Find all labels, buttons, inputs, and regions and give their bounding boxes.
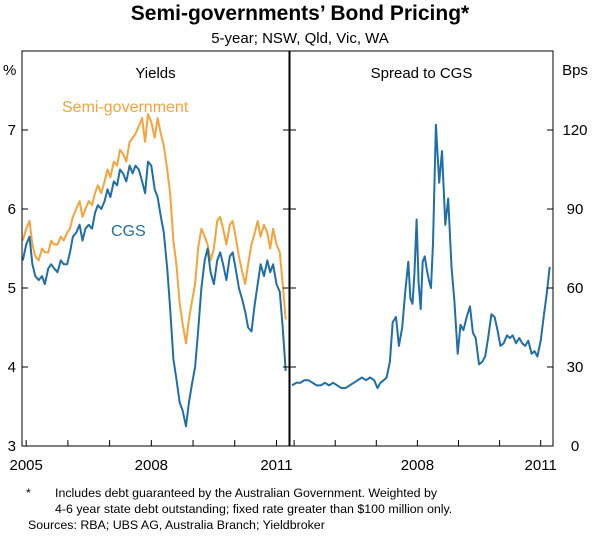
panel-title-1: Spread to CGS: [371, 65, 473, 82]
series-line-spread: [291, 123, 551, 390]
y-tick-label-left: 7: [8, 122, 16, 139]
y-tick-label-right: 120: [562, 122, 587, 139]
y-tick-label-left: 4: [8, 359, 16, 376]
legend-cgs: CGS: [111, 223, 146, 240]
x-tick-label: 2005: [9, 457, 42, 474]
sources-line: Sources: RBA; UBS AG, Australia Branch; …: [28, 518, 325, 532]
axis-labels: Yields% 3 4 5 6 7 2005 2008 2011 Spread to CGS Bps…: [3, 62, 588, 474]
y-tick-label-left: 3: [8, 438, 16, 455]
x-tick-label: 2011: [525, 457, 557, 474]
y-tick-label-right: 90: [567, 201, 584, 218]
y-tick-label-right: 60: [567, 280, 584, 297]
x-tick-label: 2011: [260, 457, 292, 474]
x-tick-label: 2008: [401, 457, 434, 474]
left-panel-frame: [21, 50, 290, 447]
footnote-marker: *: [26, 486, 31, 500]
chart-subtitle: 5-year; NSW, Qld, Vic, WA: [211, 30, 389, 47]
y-tick-label-left: 6: [8, 201, 16, 218]
legend-semi-government: Semi-government: [62, 99, 189, 116]
left-axis-unit: %: [3, 62, 16, 79]
axis-ticks: [22, 129, 553, 447]
y-tick-label-right: 30: [567, 359, 584, 376]
y-tick-label-right: 0: [571, 438, 579, 455]
right-axis-unit: Bps: [562, 62, 588, 79]
chart-title: Semi-governments’ Bond Pricing*: [130, 2, 470, 25]
right-panel-frame: [289, 50, 554, 447]
series-layer: [21, 113, 551, 428]
footnote-line-2: 4-6 year state debt outstanding; fixed r…: [55, 502, 453, 516]
series-line-cgs: [21, 160, 287, 428]
panel-title-0: Yields: [135, 65, 175, 82]
series-line-semi-government: [21, 113, 287, 345]
footnote: * Includes debt guaranteed by the Austra…: [22, 485, 452, 533]
y-tick-label-left: 5: [8, 280, 16, 297]
x-tick-label: 2008: [135, 457, 168, 474]
footnote-line-1: Includes debt guaranteed by the Australi…: [55, 486, 438, 500]
